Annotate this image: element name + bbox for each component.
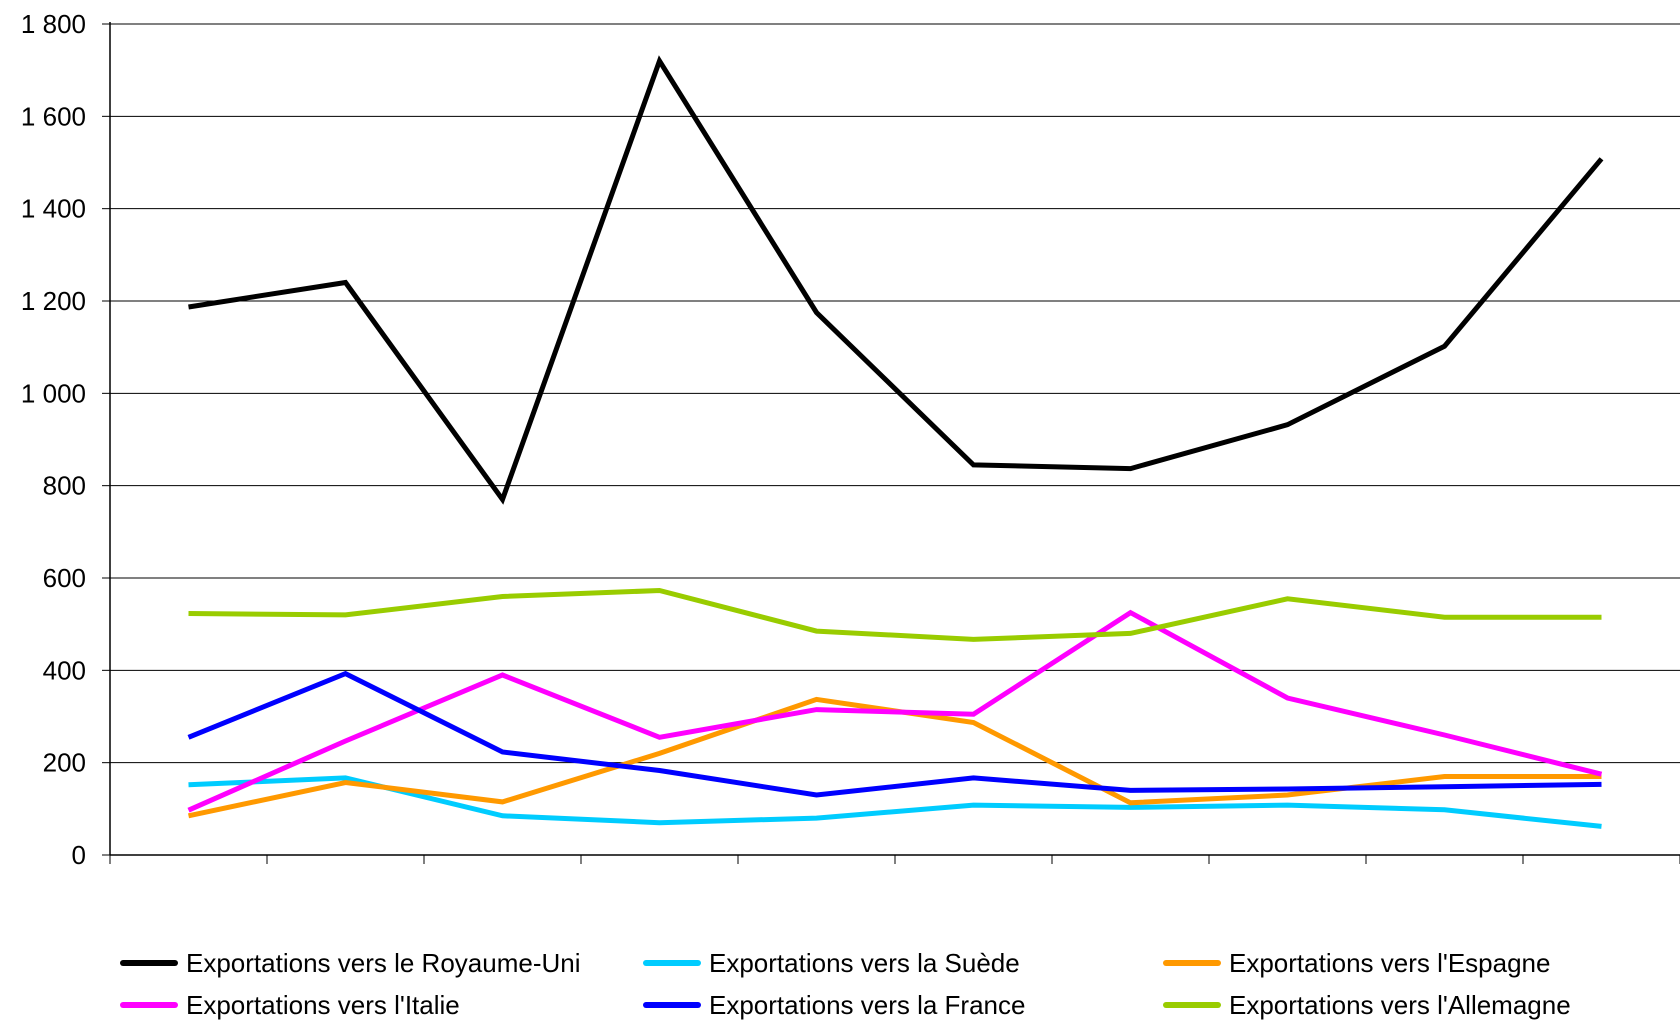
series-line-4 [187, 670, 1602, 798]
legend-label: Exportations vers la Suède [709, 947, 1020, 978]
y-tick-label: 200 [43, 748, 86, 778]
y-tick-label: 1 800 [21, 9, 86, 39]
series-line-3 [187, 609, 1603, 813]
legend-item-italie: Exportations vers l'Italie [120, 988, 460, 1022]
series-line-0 [188, 55, 1604, 505]
legend-swatch [120, 1002, 178, 1008]
legend-label: Exportations vers la France [709, 989, 1026, 1020]
legend-swatch [643, 1002, 701, 1008]
legend-label: Exportations vers l'Espagne [1229, 947, 1551, 978]
line-chart: 0 200 400 600 800 1 000 1 200 1 400 1 600 1 800 1… [21, 9, 1680, 870]
y-tick-label: 1 000 [21, 378, 86, 408]
legend-label: Exportations vers l'Italie [186, 989, 460, 1020]
y-tick-label: 1 400 [21, 194, 86, 224]
legend-swatch [643, 960, 701, 966]
y-tick-label: 1 600 [21, 101, 86, 131]
legend-item-royaume-uni: Exportations vers le Royaume-Uni [120, 946, 581, 980]
legend-swatch [1163, 960, 1221, 966]
legend-label: Exportations vers l'Allemagne [1229, 989, 1571, 1020]
legend-item-espagne: Exportations vers l'Espagne [1163, 946, 1550, 980]
legend-swatch [1163, 1002, 1221, 1008]
y-axis-ticks: 0 200 400 600 800 1 000 1 200 1 400 1 600 1 800 [21, 9, 110, 870]
axes [109, 22, 1680, 856]
x-axis-ticks: 1998199920002001200220032004200520062007 [109, 855, 1680, 864]
legend-label: Exportations vers le Royaume-Uni [186, 947, 581, 978]
legend-item-allemagne: Exportations vers l'Allemagne [1163, 988, 1571, 1022]
series-lines [187, 55, 1604, 829]
legend-item-suede: Exportations vers la Suède [643, 946, 1020, 980]
y-tick-label: 800 [43, 471, 86, 501]
y-tick-label: 0 [72, 840, 86, 870]
y-tick-label: 400 [43, 655, 86, 685]
legend: Exportations vers le Royaume-Uni Exporta… [0, 940, 1680, 1020]
y-tick-label: 1 200 [21, 286, 86, 316]
y-tick-label: 600 [43, 563, 86, 593]
legend-swatch [120, 960, 178, 966]
legend-item-france: Exportations vers la France [643, 988, 1025, 1022]
series-line-5 [188, 587, 1602, 642]
gridlines [110, 23, 1680, 764]
series-line-1 [188, 775, 1602, 829]
